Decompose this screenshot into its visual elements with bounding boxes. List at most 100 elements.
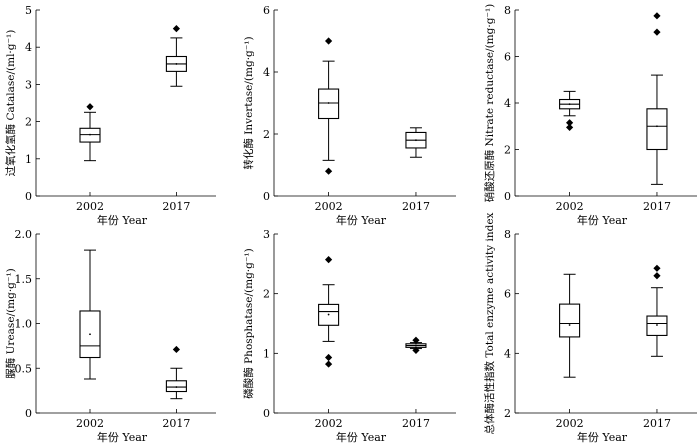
box-2002 <box>318 37 340 175</box>
y-tick-label: 0 <box>263 190 270 203</box>
y-tick-label: 0.5 <box>15 362 33 375</box>
mean-marker <box>89 333 91 336</box>
x-tick-label: 2002 <box>76 417 104 430</box>
outlier-point <box>412 346 420 354</box>
y-tick-label: 4 <box>263 66 270 79</box>
box-2017 <box>646 12 668 185</box>
outlier-point <box>172 25 180 33</box>
y-axis-title: 硝酸还原酶 Nitrate reductase/(mg·g⁻¹) <box>483 4 496 203</box>
outlier-point <box>653 12 661 20</box>
box-2017 <box>405 127 427 158</box>
outlier-point <box>325 167 333 175</box>
box-2017 <box>165 345 187 400</box>
chart-panel-2: 0 2 4 6 2002 2017 年份 Year 转化酶 Invertase/(mg·g⁻¹… <box>242 4 456 227</box>
y-tick-label: 8 <box>504 4 511 17</box>
outlier-point <box>653 28 661 36</box>
x-tick-label: 2017 <box>402 200 430 213</box>
mean-marker <box>327 313 330 316</box>
x-axis-title: 年份 Year <box>97 213 148 227</box>
outlier-point <box>86 103 94 111</box>
box-2017 <box>165 25 187 87</box>
y-tick-label: 3 <box>25 78 32 91</box>
y-tick-label: 2 <box>263 128 270 141</box>
outlier-point <box>566 119 574 127</box>
y-axis-title: 磷酸酶 Phosphatase/(mg·g⁻¹) <box>242 248 255 398</box>
y-axis-title: 过氧化氢酶 Catalase/(ml·g⁻¹) <box>4 30 17 177</box>
mean-marker <box>175 63 178 65</box>
iqr-box <box>646 108 668 151</box>
y-tick-label: 1.5 <box>15 273 33 286</box>
y-tick-label: 6 <box>263 4 270 17</box>
mean-marker <box>568 103 571 106</box>
y-tick-label: 4 <box>25 41 32 54</box>
x-axis-title: 年份 Year <box>336 430 387 444</box>
box-2002 <box>559 90 581 132</box>
y-tick-label: 6 <box>504 51 511 64</box>
y-tick-label: 8 <box>504 228 511 241</box>
y-axis-title: 脲酶 Urease/(mg·g⁻¹) <box>4 268 17 379</box>
y-tick-label: 1.0 <box>15 318 33 331</box>
outlier-point <box>412 336 420 344</box>
x-tick-label: 2002 <box>556 417 584 430</box>
outlier-point <box>172 345 180 354</box>
x-axis-title: 年份 Year <box>577 430 628 444</box>
y-axis-title: 转化酶 Invertase/(mg·g⁻¹) <box>242 36 255 169</box>
y-tick-label: 0 <box>504 190 511 203</box>
mean-marker <box>656 324 658 326</box>
y-tick-label: 0 <box>25 407 32 420</box>
y-tick-label: 1 <box>263 347 270 360</box>
x-axis-title: 年份 Year <box>336 213 387 227</box>
x-tick-label: 2017 <box>402 417 430 430</box>
outlier-point <box>325 360 333 368</box>
x-axis-title: 年份 Year <box>97 430 148 444</box>
outlier-point <box>566 123 574 132</box>
box-2002 <box>79 249 101 380</box>
x-tick-label: 2017 <box>162 417 190 430</box>
y-tick-label: 0 <box>263 407 270 420</box>
x-tick-label: 2002 <box>315 417 343 430</box>
box-2017 <box>646 264 668 357</box>
iqr-box <box>559 303 581 338</box>
chart-panel-4: 0 0.5 1.0 1.5 2.0 2002 2017 年份 Year 脲酶 Urease/(m… <box>4 228 216 444</box>
mean-marker <box>327 102 330 104</box>
outlier-point <box>325 256 333 264</box>
outlier-point <box>653 272 661 280</box>
box-2002 <box>318 256 340 368</box>
outlier-point <box>653 264 661 272</box>
mean-marker <box>415 344 417 347</box>
chart-panel-5: 0 1 2 3 2002 2017 年份 Year 磷酸酶 Phosphatase/(mg·g… <box>242 228 456 444</box>
outlier-point <box>325 353 333 362</box>
mean-marker <box>415 139 417 142</box>
mean-marker <box>656 125 658 128</box>
x-tick-label: 2002 <box>556 200 584 213</box>
box-2002 <box>559 273 581 378</box>
x-tick-label: 2017 <box>643 417 671 430</box>
y-tick-label: 0 <box>25 190 32 203</box>
chart-panel-6: 2 4 6 8 2002 2017 年份 Year 总体酶活性指数 Total enzyme … <box>483 212 697 444</box>
y-tick-label: 2.0 <box>15 228 33 241</box>
box-2017 <box>405 336 427 354</box>
y-tick-label: 1 <box>25 153 32 166</box>
x-tick-label: 2002 <box>315 200 343 213</box>
y-tick-label: 2 <box>263 288 270 301</box>
mean-marker <box>175 386 178 388</box>
x-tick-label: 2017 <box>643 200 671 213</box>
x-axis-title: 年份 Year <box>577 213 628 227</box>
y-axis-title: 总体酶活性指数 Total enzyme activity index <box>483 212 496 434</box>
chart-panel-3: 0 2 4 6 8 2002 2017 年份 Year 硝酸还原酶 Nitrate reduct… <box>483 4 697 227</box>
y-tick-label: 4 <box>504 97 511 110</box>
y-tick-label: 3 <box>263 228 270 241</box>
y-tick-label: 2 <box>504 407 511 420</box>
x-tick-label: 2017 <box>162 200 190 213</box>
y-tick-label: 6 <box>504 288 511 301</box>
y-tick-label: 2 <box>25 116 32 129</box>
outlier-point <box>325 37 333 45</box>
mean-marker <box>568 324 571 326</box>
y-tick-label: 2 <box>504 144 511 157</box>
x-tick-label: 2002 <box>76 200 104 213</box>
mean-marker <box>89 133 91 136</box>
chart-panel-1: 0 1 2 3 4 5 2002 2017 年份 Year 过氧化氢酶 Catalase/(ml·… <box>4 4 216 227</box>
y-tick-label: 5 <box>25 4 32 17</box>
box-2002 <box>79 103 101 162</box>
